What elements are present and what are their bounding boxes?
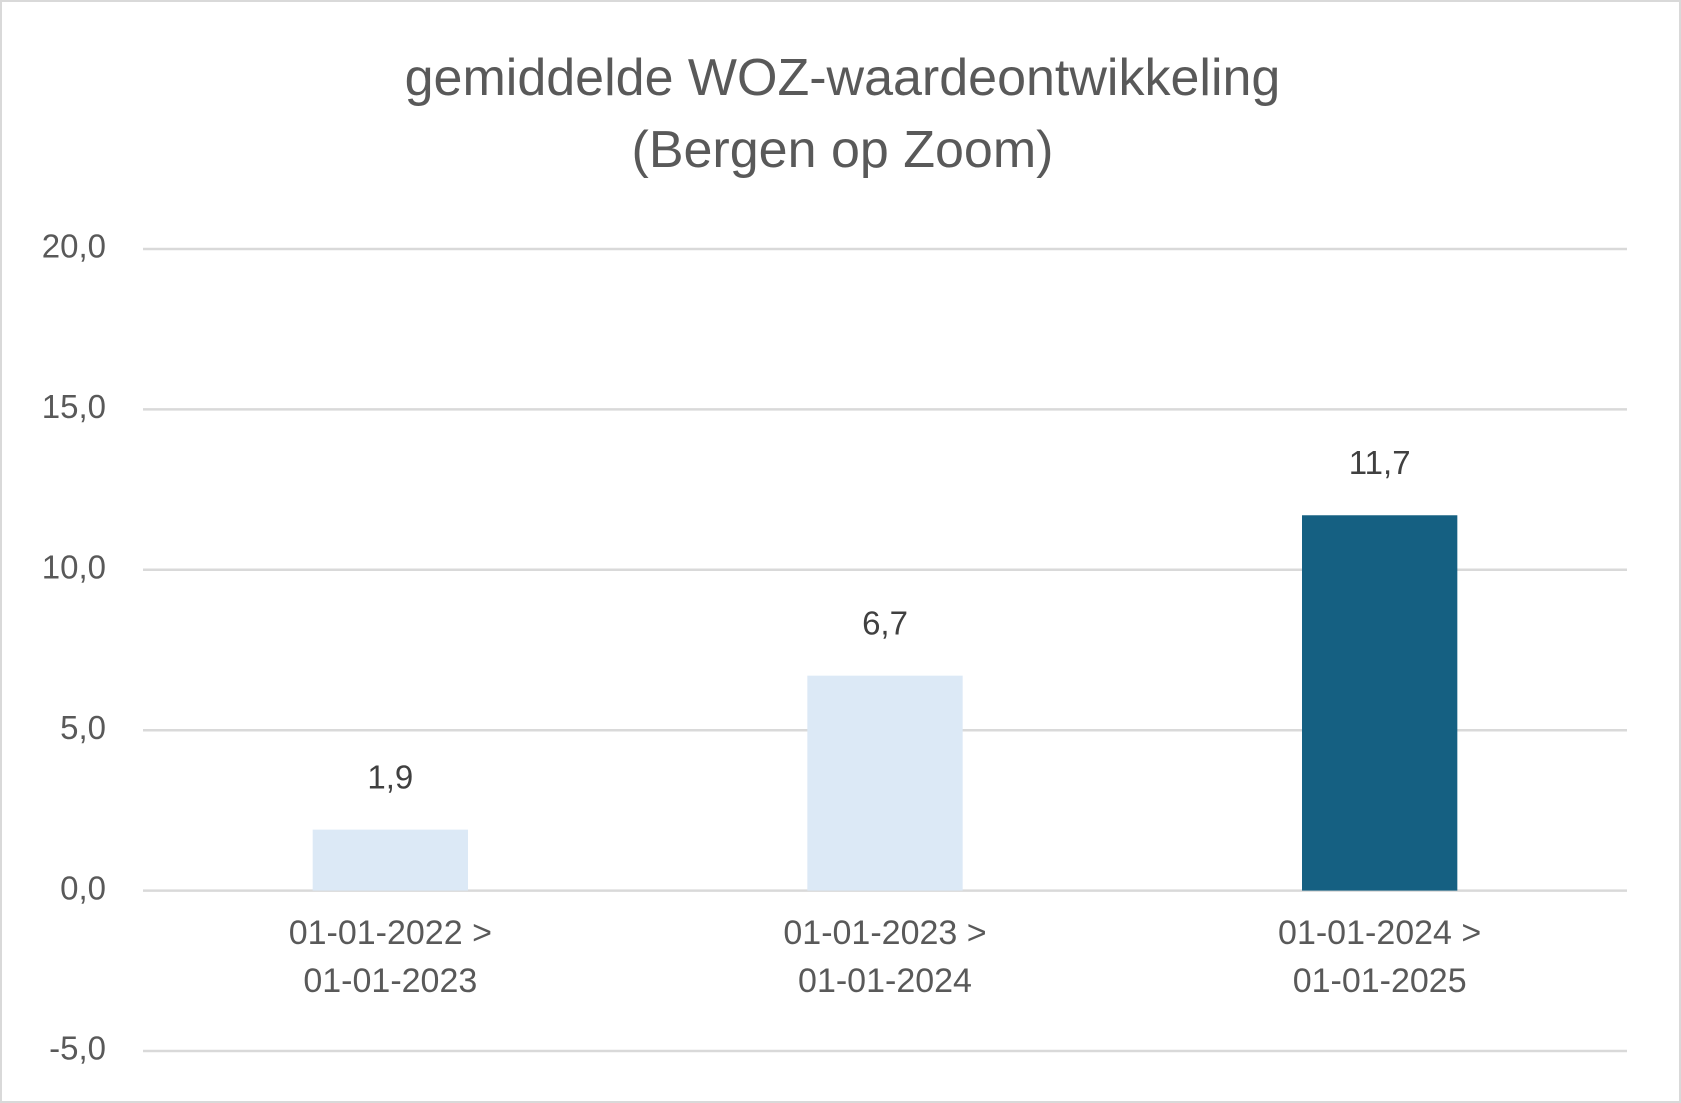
x-tick-label: 01-01-2023 > 01-01-2024 — [783, 913, 987, 1000]
y-tick-label: 15,0 — [42, 388, 106, 425]
y-tick-label: 10,0 — [42, 549, 106, 586]
y-tick-label: 20,0 — [42, 228, 106, 265]
data-label: 11,7 — [1349, 444, 1411, 481]
x-tick-label: 01-01-2022 > 01-01-2023 — [288, 913, 492, 1000]
data-label: 6,7 — [862, 604, 908, 641]
data-label: 1,9 — [367, 758, 413, 795]
bar — [312, 829, 468, 891]
bar — [1302, 515, 1458, 891]
chart-title: gemiddelde WOZ-waardeontwikkeling (Berge… — [404, 49, 1281, 179]
y-tick-label: 5,0 — [60, 709, 106, 746]
y-tick-label: -5,0 — [49, 1030, 106, 1067]
bar — [807, 675, 963, 891]
x-tick-label: 01-01-2024 > 01-01-2025 — [1278, 913, 1482, 1000]
y-tick-label: 0,0 — [60, 869, 106, 906]
